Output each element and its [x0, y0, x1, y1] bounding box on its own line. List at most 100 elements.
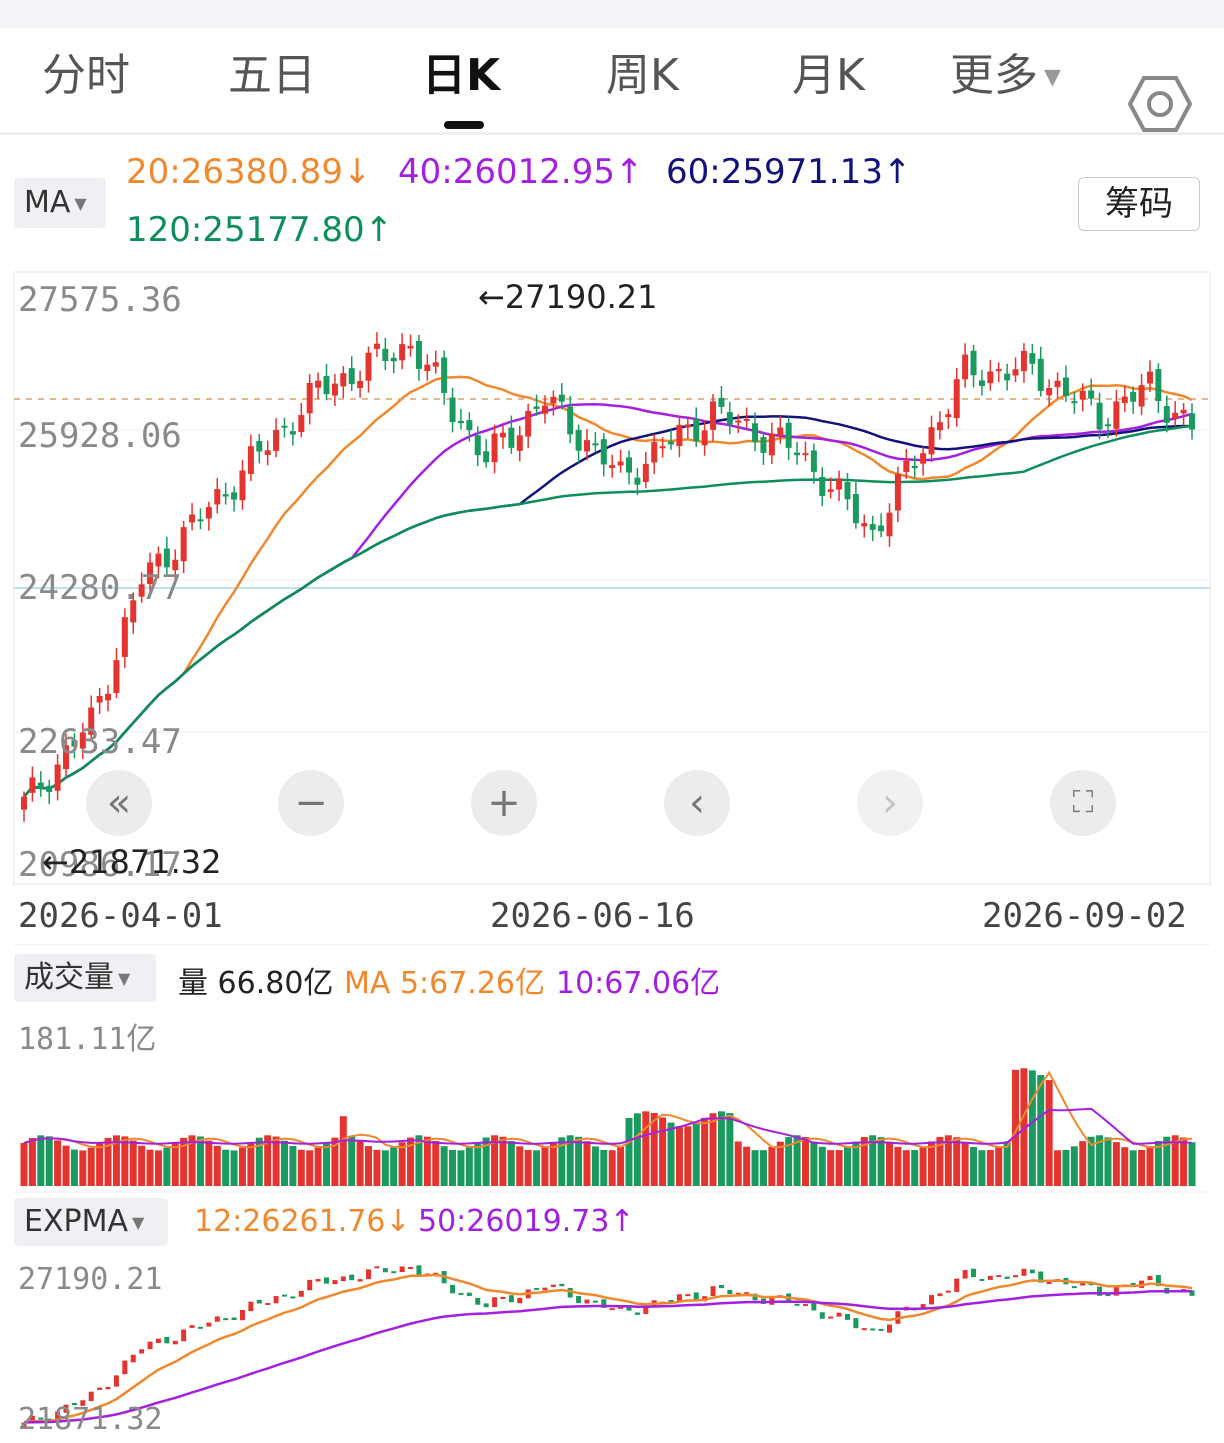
candle-body: [760, 437, 767, 453]
volume-bar: [70, 1149, 78, 1186]
candle-body: [46, 785, 53, 792]
candle-body: [172, 559, 179, 571]
volume-bar: [810, 1141, 818, 1186]
volume-bar: [953, 1137, 961, 1186]
expma-candle: [332, 1280, 338, 1285]
expma-candle: [601, 1299, 607, 1308]
candle-body: [441, 357, 448, 394]
zoom-out-button[interactable]: −: [278, 770, 344, 836]
volume-bar: [306, 1150, 314, 1186]
expma-candle: [466, 1292, 472, 1297]
expma-candle: [197, 1326, 203, 1329]
tab-more[interactable]: 更多 ▼: [950, 46, 1061, 106]
price-axis-label: 20986.17: [18, 845, 182, 885]
candle-body: [752, 423, 759, 443]
expma-candle: [937, 1293, 943, 1297]
volume-bar: [1154, 1141, 1162, 1186]
expma-candle: [592, 1300, 598, 1303]
candle-body: [827, 489, 834, 492]
candle-body: [298, 415, 305, 433]
expma-candle: [458, 1292, 464, 1295]
ma-selector-label: MA: [24, 185, 71, 220]
volume-bar: [415, 1135, 423, 1186]
expma-candle: [576, 1296, 582, 1304]
candle-body: [609, 465, 616, 469]
expma-selector[interactable]: EXPMA ▼: [14, 1198, 168, 1246]
volume-bar: [373, 1149, 381, 1186]
volume-bar: [911, 1150, 919, 1186]
candle-body: [163, 548, 170, 568]
expma-candle: [954, 1278, 960, 1292]
expma-candle: [567, 1287, 573, 1298]
volume-selector[interactable]: 成交量 ▼: [14, 954, 156, 1002]
expma-candle: [962, 1270, 968, 1279]
volume-bar: [743, 1146, 751, 1186]
candle-body: [1155, 369, 1162, 402]
expma-candle: [836, 1312, 842, 1317]
tab-more-label: 更多: [950, 50, 1038, 101]
scroll-left-far-button[interactable]: «: [86, 770, 152, 836]
candle-body: [928, 427, 935, 455]
candle-body: [415, 340, 422, 369]
candle-body: [668, 441, 675, 445]
volume-bar: [1112, 1142, 1120, 1186]
candle-body: [357, 380, 364, 389]
zoom-in-button[interactable]: +: [471, 770, 537, 836]
chevron-down-icon: ▼: [74, 193, 87, 213]
volume-bar: [1129, 1150, 1137, 1186]
volume-bar: [1096, 1135, 1104, 1186]
candle-body: [819, 476, 826, 496]
candle-body: [239, 470, 246, 501]
candle-body: [600, 439, 607, 465]
expma12-value: 12:26261.76↓: [194, 1204, 411, 1239]
fullscreen-icon[interactable]: ⛶: [1050, 770, 1116, 836]
volume-bar: [701, 1117, 709, 1186]
volume-bar: [87, 1147, 95, 1186]
volume-bar: [289, 1145, 297, 1186]
expma-candle: [492, 1297, 498, 1308]
ma-selector[interactable]: MA ▼: [14, 178, 106, 228]
expma-candle: [500, 1297, 506, 1300]
tab-monthly-k[interactable]: 月K: [792, 50, 865, 101]
volume-bar: [970, 1147, 978, 1186]
candle-body: [642, 463, 649, 482]
candle-body: [449, 397, 456, 423]
tab-daily-k[interactable]: 日K: [422, 50, 501, 101]
candle-body: [710, 401, 717, 430]
price-axis-label: 24280.77: [18, 568, 182, 608]
candle-body: [483, 451, 490, 463]
chevron-down-icon: ▼: [1044, 65, 1061, 90]
candle-body: [1071, 401, 1078, 404]
candle-body: [894, 474, 901, 511]
expma-candle: [206, 1322, 212, 1327]
candle-body: [340, 373, 347, 387]
expma-candle: [315, 1279, 321, 1282]
expma-candle: [1013, 1275, 1019, 1278]
expma-candle: [987, 1275, 993, 1280]
expma-candle: [1021, 1268, 1027, 1276]
candle-body: [777, 427, 784, 436]
scroll-right-button[interactable]: ›: [857, 770, 923, 836]
candle-body: [659, 446, 666, 449]
expma-candle: [1147, 1275, 1153, 1281]
expma-candle: [794, 1303, 800, 1306]
ma40-line: [23, 402, 1193, 798]
candle-body: [264, 450, 271, 456]
tab-five-day[interactable]: 五日: [228, 50, 316, 101]
volume-bar: [919, 1146, 927, 1186]
expma-candle: [122, 1360, 128, 1375]
tab-weekly-k[interactable]: 周K: [606, 50, 679, 101]
candle-body: [861, 523, 868, 527]
tab-intraday[interactable]: 分时: [42, 50, 130, 101]
expma-candle: [945, 1290, 951, 1293]
settings-icon[interactable]: [1128, 72, 1192, 136]
expma-high-label: 27190.21: [18, 1262, 163, 1297]
volume-bar: [230, 1150, 238, 1186]
chip-distribution-button[interactable]: 筹码: [1078, 177, 1200, 231]
scroll-left-button[interactable]: ‹: [664, 770, 730, 836]
candle-body: [802, 453, 809, 456]
candle-body: [197, 519, 204, 522]
candle-body: [903, 460, 910, 472]
candle-body: [289, 431, 296, 435]
